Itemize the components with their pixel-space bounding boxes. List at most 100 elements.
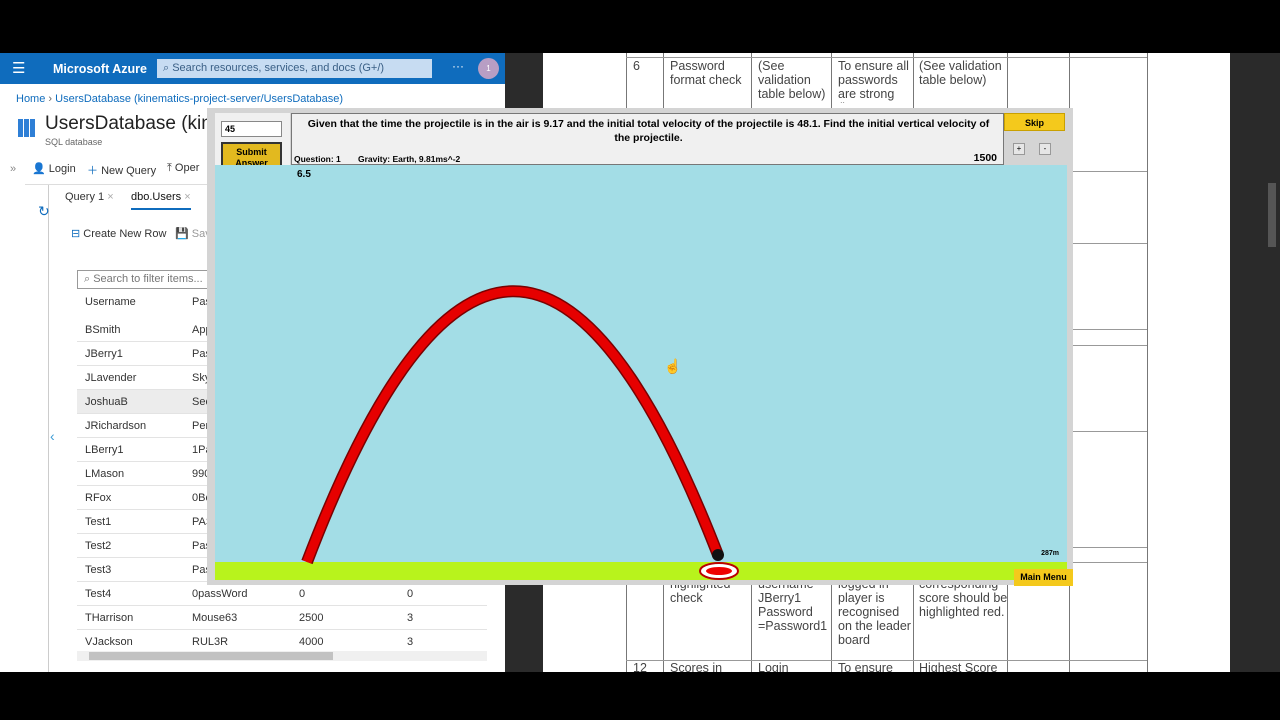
trajectory-path [302, 286, 723, 564]
search-input[interactable]: ⌕ Search resources, services, and docs (… [157, 59, 432, 78]
table-cell: Test4 [85, 588, 112, 600]
doc-cell: Highest Score [919, 661, 998, 672]
main-menu-button[interactable]: Main Menu [1014, 569, 1073, 586]
open-query-button[interactable]: ⤒ Oper [167, 162, 200, 174]
brand[interactable]: Microsoft Azure [53, 62, 147, 76]
table-cell: 4000 [299, 636, 324, 648]
doc-cell: To ensure all passwords are strong (have… [838, 59, 909, 103]
projectile-game-window: 45 Submit Answer Given that the time the… [207, 108, 1073, 586]
table-cell: 990 [192, 468, 211, 480]
sql-database-icon [18, 119, 36, 137]
table-cell: Test2 [85, 540, 112, 552]
doc-cell: To ensure [838, 661, 893, 672]
distance-readout: 287m [1041, 550, 1059, 557]
table-cell: Test3 [85, 564, 112, 576]
table-cell: Pas [192, 540, 211, 552]
table-cell: LBerry1 [85, 444, 124, 456]
expand-icon[interactable]: » [10, 163, 17, 175]
refresh-icon[interactable]: ↻ [38, 203, 50, 219]
doc-cell: username JBerry1 Password =Password1 [758, 577, 828, 633]
document-scroll-area [1230, 53, 1280, 672]
breadcrumb-database[interactable]: UsersDatabase (kinematics-project-server… [55, 93, 344, 105]
table-cell: 0passWord [192, 588, 248, 600]
table-cell: LMason [85, 468, 125, 480]
more-icon[interactable]: ··· [452, 59, 464, 73]
tab-dbo-users[interactable]: dbo.Users × [131, 191, 191, 210]
doc-cell: 6 [633, 59, 640, 73]
skip-button[interactable]: Skip [1004, 113, 1065, 131]
breadcrumb-home[interactable]: Home [16, 93, 46, 105]
vertical-scrollbar-thumb[interactable] [1268, 183, 1276, 247]
doc-cell: Password format check [670, 59, 742, 87]
table-border [1147, 53, 1148, 672]
question-number: Question: 1 [294, 154, 341, 164]
zoom-out-button[interactable]: - [1039, 143, 1051, 155]
table-cell: 0Bc [192, 492, 211, 504]
new-query-button[interactable]: ＋ New Query [87, 165, 157, 177]
table-cell: 3 [407, 612, 414, 624]
table-cell: Per [192, 420, 210, 432]
doc-cell: corresponding score should be highlighte… [919, 577, 1008, 619]
page-subtitle: SQL database [45, 137, 103, 147]
zoom-in-button[interactable]: + [1013, 143, 1025, 155]
table-cell: Sec [192, 396, 211, 408]
table-border [626, 660, 1147, 661]
table-cell: BSmith [85, 324, 121, 336]
table-cell: JoshuaB [85, 396, 128, 408]
horizontal-scrollbar[interactable] [77, 651, 487, 661]
trajectory-layer [301, 285, 739, 580]
search-placeholder: Search resources, services, and docs (G+… [172, 62, 385, 74]
table-cell: RFox [85, 492, 112, 504]
table-cell: 1Pa [192, 444, 212, 456]
table-cell: 0 [299, 588, 306, 600]
hamburger-menu-icon[interactable]: ☰ [12, 60, 26, 77]
login-button[interactable]: 👤 Login [32, 163, 76, 175]
collapse-chevron-icon[interactable]: ‹ [50, 428, 55, 444]
column-header-username[interactable]: Username [85, 296, 136, 308]
doc-cell: Scores in [670, 661, 723, 672]
table-row[interactable]: Test4 0passWord 0 0 [77, 582, 487, 606]
table-row[interactable]: THarrison Mouse63 2500 3 [77, 606, 487, 630]
doc-cell: logged in player is recognised on the le… [838, 577, 911, 647]
doc-cell: Login [758, 661, 789, 672]
question-box: Given that the time the projectile is in… [291, 113, 1004, 165]
score: 1500 [973, 152, 997, 164]
save-button[interactable]: 💾 Sav [175, 228, 211, 240]
question-text: Given that the time the projectile is in… [307, 118, 990, 144]
create-new-row-button[interactable]: ⊟ Create New Row [71, 228, 167, 240]
tab-query-1[interactable]: Query 1 × [65, 191, 114, 203]
table-cell: THarrison [85, 612, 134, 624]
table-cell: Sky [192, 372, 211, 384]
scrollbar-thumb[interactable] [89, 652, 333, 660]
column-header-password[interactable]: Pas [192, 296, 211, 308]
ground [215, 562, 1067, 580]
table-cell: Pas [192, 564, 211, 576]
table-cell: JLavender [85, 372, 137, 384]
divider [48, 185, 49, 672]
height-readout: 6.5 [297, 169, 311, 180]
hand-cursor-icon: ☝ [664, 358, 682, 374]
table-cell: 0 [407, 588, 414, 600]
table-cell: 3 [407, 636, 414, 648]
azure-top-bar: ☰ Microsoft Azure ⌕ Search resources, se… [0, 53, 505, 84]
table-cell: App [192, 324, 212, 336]
table-cell: RUL3R [192, 636, 229, 648]
table-cell: Test1 [85, 516, 112, 528]
table-border [626, 57, 1147, 58]
answer-input[interactable]: 45 [221, 121, 282, 137]
doc-cell: (See validation table below) [919, 59, 1002, 87]
gravity-label: Gravity: Earth, 9.81ms^-2 [358, 154, 461, 164]
game-sky: 6.5 287m [215, 165, 1067, 562]
projectile-ball [712, 549, 724, 561]
table-cell: Pas [192, 348, 211, 360]
table-cell: Mouse63 [192, 612, 238, 624]
doc-cell: 12 [633, 661, 647, 672]
table-cell: 2500 [299, 612, 324, 624]
table-cell: VJackson [85, 636, 133, 648]
target-center [706, 567, 732, 575]
table-cell: JRichardson [85, 420, 147, 432]
doc-cell: (See validation table below) [758, 59, 826, 101]
page-title: UsersDatabase (kin [45, 113, 212, 134]
table-cell: JBerry1 [85, 348, 123, 360]
avatar[interactable]: 1 [478, 58, 499, 79]
